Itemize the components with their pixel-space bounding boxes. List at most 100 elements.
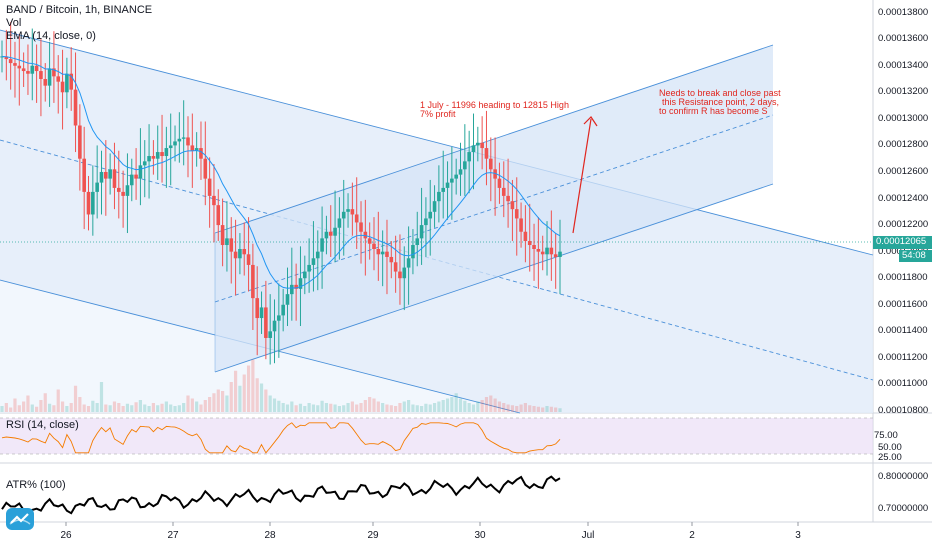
- volume-bar: [394, 406, 398, 412]
- volume-bar: [385, 404, 389, 412]
- volume-bar: [156, 405, 160, 412]
- annotation-resistance-3: to confirm R has become S: [659, 106, 768, 116]
- volume-bar: [125, 403, 130, 412]
- candle-body: [168, 145, 173, 149]
- volume-bar: [242, 374, 246, 412]
- chart-title: BAND / Bitcoin, 1h, BINANCE: [6, 4, 153, 16]
- price-tick-label: 0.00011000: [878, 378, 928, 390]
- candle-body: [497, 178, 502, 188]
- volume-bar: [294, 405, 298, 412]
- candle-body: [52, 68, 56, 77]
- candle-body: [450, 178, 454, 183]
- descending-channel-top: [0, 29, 874, 256]
- volume-bar: [519, 404, 523, 412]
- candle-body: [47, 68, 52, 86]
- volume-bar: [303, 406, 307, 412]
- volume-bar: [450, 397, 454, 412]
- countdown-tag: 54:08: [899, 250, 932, 262]
- candle-body: [432, 201, 437, 212]
- candle-body: [60, 81, 65, 93]
- candle-body: [147, 156, 151, 162]
- volume-bar: [445, 398, 450, 412]
- volume-bar: [441, 400, 445, 412]
- volume-bar: [432, 403, 437, 412]
- candle-body: [73, 89, 78, 126]
- volume-bar: [104, 404, 108, 412]
- candle-body: [65, 73, 69, 93]
- tradingview-logo-icon[interactable]: [6, 508, 34, 530]
- volume-bar: [164, 401, 168, 412]
- candle-body: [238, 248, 242, 259]
- volume-bar: [39, 400, 43, 412]
- volume-bar: [121, 406, 125, 412]
- volume-bar: [177, 405, 181, 412]
- atr-tick-high: 0.80000000: [878, 471, 929, 482]
- volume-bar: [0, 406, 4, 412]
- candle-body: [527, 241, 532, 246]
- volume-bar: [528, 405, 532, 412]
- candle-body: [380, 251, 385, 255]
- price-tick-label: 0.00013400: [878, 59, 929, 71]
- price-tick-label: 0.00010800: [878, 405, 929, 416]
- candle-body: [207, 178, 212, 196]
- candle-body: [506, 195, 510, 202]
- candle-body: [199, 148, 203, 159]
- volume-bar: [398, 403, 402, 412]
- candle-body: [346, 209, 350, 212]
- candle-body: [302, 271, 307, 279]
- volume-bar: [407, 400, 411, 412]
- price-tick-label: 0.00011600: [878, 298, 928, 310]
- candle-body: [523, 231, 528, 242]
- volume-bar: [381, 403, 385, 412]
- volume-bar: [169, 404, 173, 412]
- candle-body: [173, 141, 177, 146]
- rsi-tick-75: 75.00: [874, 430, 898, 441]
- candle-body: [264, 307, 268, 338]
- volume-bar: [411, 404, 415, 412]
- candle-body: [385, 251, 389, 257]
- volume-bar: [454, 393, 458, 412]
- candle-body: [359, 222, 363, 232]
- volume-bar: [17, 405, 21, 412]
- ema-line: [1, 55, 561, 289]
- candle-body: [95, 182, 99, 192]
- volume-bar: [502, 403, 506, 412]
- price-tick-label: 0.00012800: [878, 139, 929, 151]
- volume-bar: [91, 400, 95, 412]
- volume-bar: [497, 401, 502, 412]
- volume-bar: [458, 398, 463, 412]
- volume-bar: [43, 393, 47, 412]
- volume-bars: [0, 359, 562, 412]
- time-tick-label: 29: [367, 530, 379, 541]
- volume-bar: [82, 404, 86, 412]
- rsi-line: [1, 422, 561, 454]
- candle-body: [298, 278, 303, 289]
- time-tick-label: 3: [795, 530, 801, 541]
- candle-body: [398, 271, 402, 279]
- candle-body: [476, 142, 480, 146]
- volume-bar: [307, 403, 311, 412]
- annotation-resistance-2: this Resistance point, 2 days,: [662, 97, 780, 107]
- candle-body: [493, 169, 497, 179]
- volume-bar: [268, 395, 272, 412]
- candle-body: [277, 315, 281, 321]
- volume-bar: [536, 406, 540, 412]
- price-tick-label: 0.00011400: [878, 325, 928, 337]
- candle-body: [558, 251, 562, 257]
- volume-bar: [342, 405, 346, 412]
- volume-bar: [285, 404, 290, 412]
- candle-body: [402, 267, 407, 279]
- ascending-channel-bottom: [214, 183, 774, 373]
- candle-body: [138, 165, 143, 179]
- candle-body: [43, 79, 48, 86]
- volume-bar: [255, 378, 259, 412]
- volume-bar: [173, 406, 177, 412]
- volume-bar: [290, 401, 294, 412]
- volume-bar: [190, 398, 194, 412]
- candle-body: [454, 174, 458, 179]
- volume-bar: [35, 406, 39, 412]
- volume-bar: [251, 359, 255, 412]
- candle-body: [367, 238, 372, 244]
- annotation-target: 1 July - 11996 heading to 12815 High: [420, 100, 569, 110]
